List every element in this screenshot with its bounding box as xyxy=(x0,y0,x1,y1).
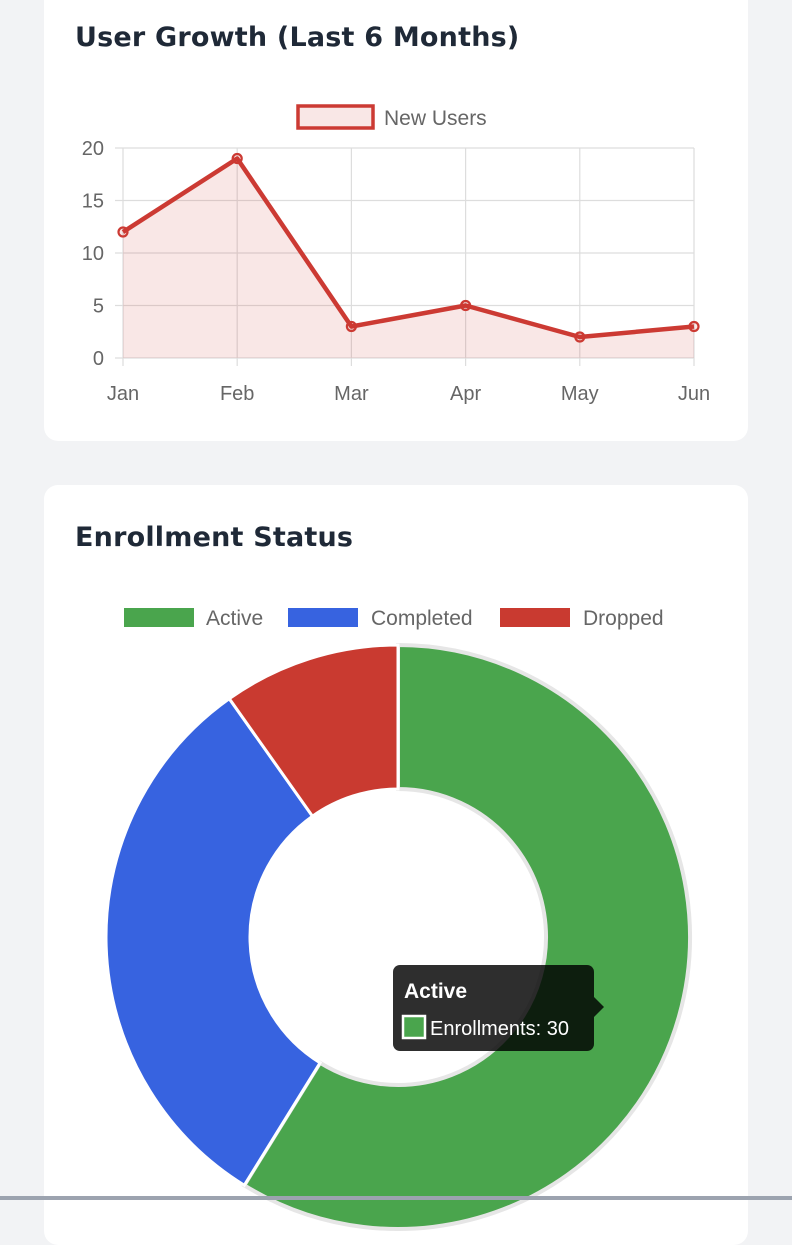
user-growth-card: User Growth (Last 6 Months) New Users 0 5 1… xyxy=(44,0,748,441)
tooltip-title: Active xyxy=(404,980,467,1003)
tooltip: Active Enrollments: 30 xyxy=(393,965,604,1051)
slice-dropped[interactable] xyxy=(227,643,400,819)
doughnut-legend: Active Completed Dropped xyxy=(124,607,664,630)
tooltip-box xyxy=(393,965,594,1051)
enrollment-doughnut-chart: Active Completed Dropped Active Enrollments:… xyxy=(104,607,692,1231)
enrollment-status-title: Enrollment Status xyxy=(75,522,354,553)
legend-label-active[interactable]: Active xyxy=(206,607,263,630)
tooltip-color-swatch xyxy=(401,1014,427,1040)
y-tick-label: 0 xyxy=(93,348,104,370)
x-tick-label: Feb xyxy=(220,383,254,405)
tooltip-body: Enrollments: 30 xyxy=(430,1018,569,1040)
legend-swatch-new-users xyxy=(296,104,375,130)
enrollment-status-card: Enrollment Status Active Completed Dropped… xyxy=(44,485,748,1245)
data-point-apr[interactable] xyxy=(460,299,472,312)
legend-label-new-users: New Users xyxy=(384,107,487,130)
legend-swatch-dropped[interactable] xyxy=(500,608,570,627)
x-tick-label: Mar xyxy=(334,383,369,405)
user-growth-title: User Growth (Last 6 Months) xyxy=(75,22,520,53)
x-tick-label: Jan xyxy=(107,383,139,405)
new-users-line xyxy=(121,156,695,340)
legend-swatch-active[interactable] xyxy=(124,608,194,627)
slice-completed[interactable] xyxy=(104,696,323,1188)
new-users-area xyxy=(123,158,694,358)
y-tick-label: 15 xyxy=(82,191,104,213)
data-point-may[interactable] xyxy=(574,331,586,343)
x-tick-label: May xyxy=(561,383,599,405)
legend-label-dropped[interactable]: Dropped xyxy=(583,607,664,630)
page-bottom-edge xyxy=(0,1196,792,1200)
data-point-jan[interactable] xyxy=(117,226,129,238)
line-grid xyxy=(115,147,695,366)
data-point-feb[interactable] xyxy=(231,152,243,165)
y-tick-label: 5 xyxy=(93,296,104,318)
data-point-mar[interactable] xyxy=(345,320,357,333)
legend-swatch-completed[interactable] xyxy=(288,608,358,627)
x-tick-label: Jun xyxy=(678,383,710,405)
line-legend: New Users xyxy=(296,104,487,130)
user-growth-line-chart: New Users 0 5 10 15 20 Jan Feb Mar Apr May Jun xyxy=(82,104,710,405)
tooltip-caret xyxy=(594,997,604,1017)
y-tick-label: 10 xyxy=(82,243,104,265)
x-tick-label: Apr xyxy=(450,383,481,405)
y-tick-label: 20 xyxy=(82,138,104,160)
legend-label-completed[interactable]: Completed xyxy=(371,607,473,630)
data-point-jun[interactable] xyxy=(688,320,700,333)
